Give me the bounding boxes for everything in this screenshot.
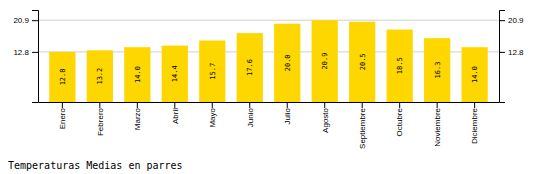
bar (387, 30, 413, 102)
data-labels: 12.8 13.2 14.0 14.4 15.7 17.6 20.0 20.9 20.5 18.5… (59, 53, 479, 86)
tick: 12.8 (13, 48, 38, 57)
tick-mark (399, 102, 400, 108)
data-label: 14.0 (134, 66, 142, 83)
tick: Julio (283, 102, 292, 124)
bar (49, 52, 75, 102)
tick: Junio (246, 102, 255, 127)
tick-label: Abril (171, 108, 180, 124)
tick-label: 12.8 (13, 48, 29, 57)
data-label: 14.0 (471, 66, 479, 83)
plot: 12.8 13.2 14.0 14.4 15.7 17.6 20.0 20.9 20.5 18.5… (13, 11, 524, 149)
bar (312, 20, 338, 102)
tick-mark (249, 102, 250, 108)
data-label: 15.7 (209, 63, 217, 80)
bar (199, 41, 225, 102)
tick-mark (287, 102, 288, 108)
tick: Abril (171, 102, 180, 124)
y-axis: 12.8 20.9 (13, 11, 38, 103)
tick-mark (324, 102, 325, 108)
x-axis: Enero Febrero Marzo Abril Mayo Junio Julio Agos… (39, 102, 500, 149)
bars (49, 20, 488, 102)
bar (274, 24, 300, 102)
tick-mark (174, 102, 175, 108)
data-label: 14.4 (171, 65, 179, 82)
tick-label: 20.9 (13, 16, 29, 25)
data-label: 20.5 (359, 53, 367, 70)
bar (349, 22, 375, 102)
tick-mark (62, 102, 63, 108)
tick-label: Marzo (133, 107, 142, 130)
grid-line (38, 20, 499, 21)
data-label: 20.0 (284, 54, 292, 71)
data-label: 17.6 (246, 59, 254, 76)
tick-mark (32, 20, 38, 21)
tick-mark (499, 20, 505, 21)
tick-mark (362, 102, 363, 108)
tick-label: Agosto (321, 107, 330, 132)
tick-label: Enero (58, 107, 67, 129)
tick: 20.9 (13, 16, 38, 25)
chart: 12.8 13.2 14.0 14.4 15.7 17.6 20.0 20.9 20.5 18.5… (0, 0, 537, 174)
tick-mark (437, 102, 438, 108)
data-label: 12.8 (59, 69, 67, 86)
bar (424, 38, 450, 102)
bar (124, 47, 150, 102)
tick-label: Junio (246, 107, 255, 127)
tick: Octubre (395, 102, 404, 136)
data-label: 18.5 (396, 57, 404, 74)
tick: Noviembre (433, 102, 442, 147)
title: Temperaturas Medias en parres (8, 160, 183, 171)
y2-axis: 12.8 20.9 (499, 11, 524, 103)
tick: 12.8 (499, 48, 524, 57)
tick-label: Octubre (395, 107, 404, 136)
axis-line (500, 11, 506, 103)
tick: Marzo (133, 102, 142, 130)
tick-mark (499, 52, 505, 53)
bar (162, 46, 188, 102)
bar (237, 33, 263, 102)
tick-label: 20.9 (508, 16, 524, 25)
tick-mark (474, 102, 475, 108)
tick: Agosto (321, 102, 330, 133)
tick-label: Mayo (208, 107, 217, 127)
data-label: 16.3 (434, 62, 442, 79)
axis-line (39, 102, 500, 103)
tick-mark (212, 102, 213, 108)
tick: Enero (58, 102, 67, 129)
tick-mark (137, 102, 138, 108)
tick-label: Febrero (96, 107, 105, 136)
tick-label: Diciembre (470, 107, 479, 144)
data-label: 20.9 (321, 53, 329, 70)
tick-mark (99, 102, 100, 108)
axis-line (32, 11, 39, 103)
tick-label: 12.8 (508, 48, 524, 57)
tick-label: Noviembre (433, 107, 442, 146)
data-label: 13.2 (96, 68, 104, 85)
tick: Mayo (208, 102, 217, 128)
tick-label: Julio (283, 107, 292, 124)
tick-label: Septiembre (358, 107, 367, 148)
tick: Diciembre (470, 102, 479, 144)
tick: Febrero (96, 102, 105, 136)
bar (87, 50, 113, 102)
tick: 20.9 (499, 16, 524, 25)
tick-mark (32, 52, 38, 53)
tick: Septiembre (358, 102, 367, 149)
bar (462, 47, 488, 102)
